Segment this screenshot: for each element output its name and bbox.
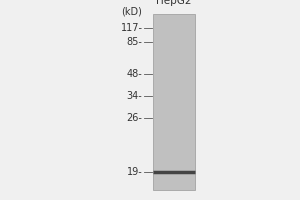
Text: (kD): (kD) xyxy=(122,7,142,17)
Text: 117-: 117- xyxy=(121,23,142,33)
Text: 34-: 34- xyxy=(127,91,142,101)
Text: 26-: 26- xyxy=(127,113,142,123)
Text: 85-: 85- xyxy=(127,37,142,47)
Text: HepG2: HepG2 xyxy=(156,0,192,6)
Text: 19-: 19- xyxy=(127,167,142,177)
Text: 48-: 48- xyxy=(127,69,142,79)
Bar xyxy=(153,14,195,190)
